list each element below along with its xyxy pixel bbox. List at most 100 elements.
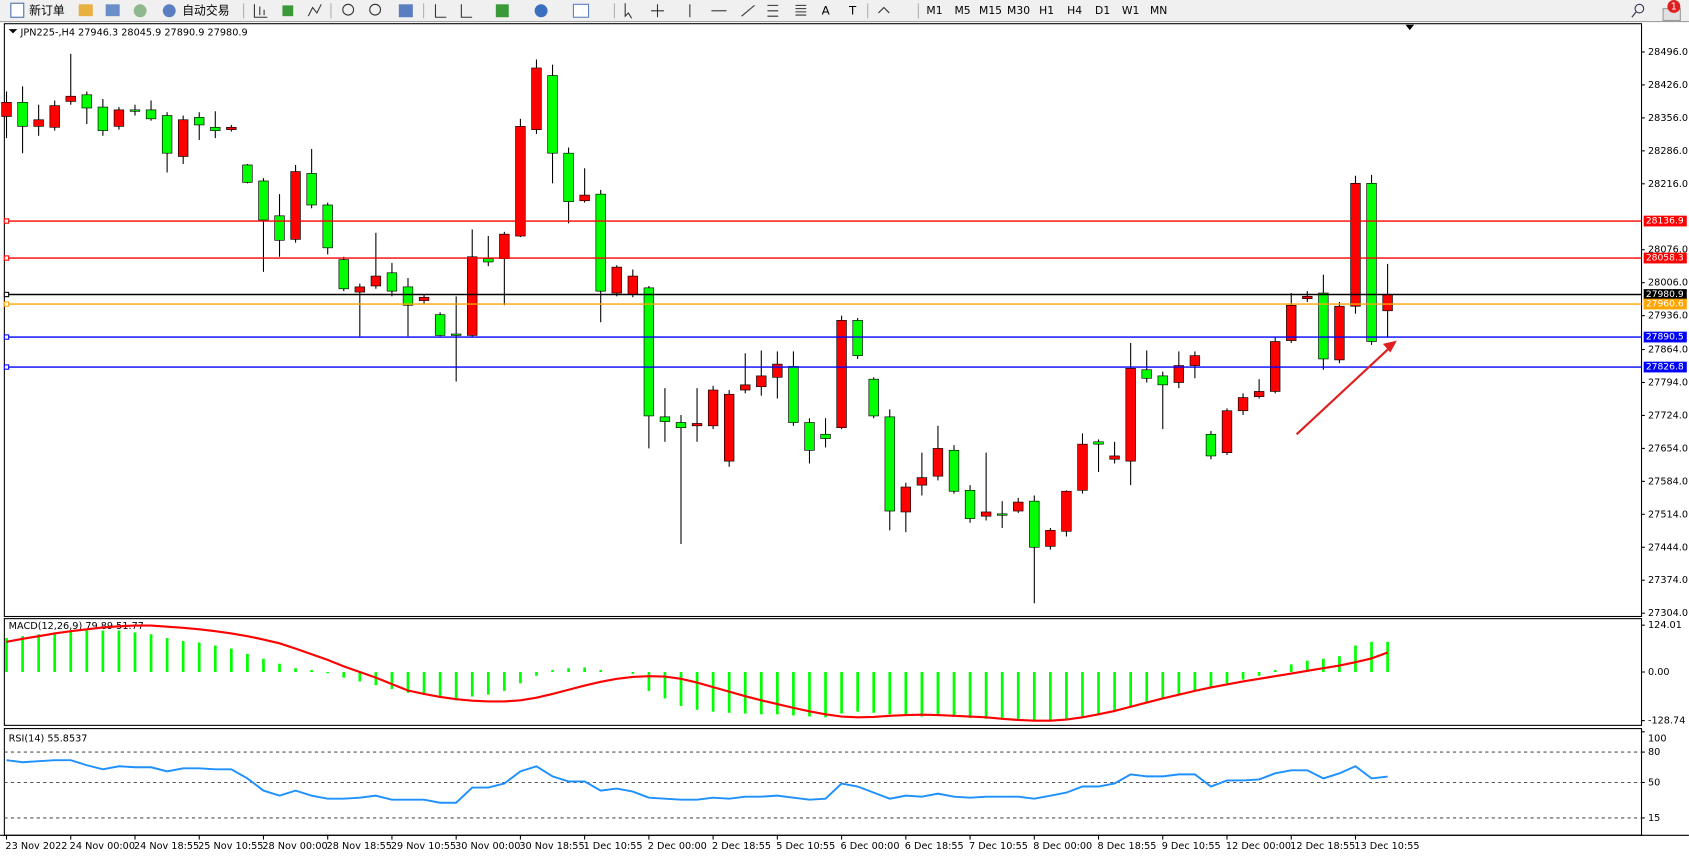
timeframe-button[interactable]: W1	[1122, 4, 1140, 17]
candle-body	[852, 320, 863, 356]
y-tick-label: 28426.0	[1648, 80, 1688, 91]
level-label: 27890.5	[1646, 332, 1684, 343]
timeframe-button[interactable]: M5	[954, 4, 970, 17]
candle-body	[242, 164, 253, 183]
candle-body	[916, 477, 928, 486]
candle-body	[997, 513, 1008, 516]
candle-body	[1350, 183, 1361, 307]
symbol-menu-arrow[interactable]	[8, 29, 18, 34]
tool-label[interactable]: A	[822, 3, 830, 17]
arrows-icon[interactable]	[878, 6, 890, 14]
y-tick-label: 27724.0	[1648, 410, 1688, 421]
zoom-in-icon[interactable]	[342, 3, 355, 16]
y-tick-label: 27864.0	[1648, 345, 1688, 356]
candle-body	[1077, 443, 1088, 491]
rsi-value: 55.8537	[47, 733, 87, 744]
channel-icon[interactable]	[767, 4, 779, 17]
time-label: 8 Dec 00:00	[1033, 841, 1092, 852]
candle-body	[579, 194, 590, 202]
y-tick-label: -128.74	[1648, 716, 1685, 727]
timeframe-button[interactable]: MN	[1150, 4, 1167, 17]
candle-body	[1334, 305, 1345, 361]
icon[interactable]	[105, 4, 120, 17]
tile-icon[interactable]	[398, 4, 413, 18]
candle-body	[177, 119, 189, 157]
y-tick-label: 27794.0	[1648, 377, 1688, 388]
periods-icon[interactable]	[534, 4, 548, 18]
timeframe-button[interactable]: M1	[926, 4, 942, 17]
cursor-icon[interactable]	[624, 3, 633, 19]
time-label: 23 Nov 2022	[5, 841, 67, 852]
badge-count: 1	[1671, 1, 1677, 12]
candle-body	[467, 256, 478, 336]
candle-body	[1061, 490, 1072, 532]
y-tick-label: 80	[1648, 747, 1660, 758]
fibo-icon[interactable]	[795, 4, 807, 16]
y-tick-label: 28006.0	[1648, 278, 1688, 289]
candle-body	[194, 117, 205, 126]
y-tick-label: 27374.0	[1648, 575, 1688, 586]
timeframe-button[interactable]: H1	[1039, 4, 1054, 17]
candle-body	[643, 287, 655, 417]
timeframe-button[interactable]: H4	[1067, 4, 1082, 17]
auto-trading-button[interactable]: 自动交易	[162, 3, 230, 18]
candle-body	[756, 375, 767, 388]
candle-body	[226, 126, 237, 130]
level-label-bg	[1643, 331, 1687, 343]
candle-body	[370, 275, 382, 287]
time-label: 7 Dec 10:55	[969, 841, 1028, 852]
candle-body	[740, 384, 751, 391]
indicators-icon[interactable]	[495, 4, 509, 18]
y-tick-label: 0.00	[1648, 667, 1670, 678]
annotation-arrow	[1295, 346, 1392, 436]
candle-body	[1141, 369, 1152, 379]
icon[interactable]	[78, 4, 93, 17]
candle-body	[595, 193, 606, 292]
indicator-name: RSI(14)	[9, 733, 45, 744]
candle-body	[707, 389, 719, 427]
scroll-icon[interactable]	[434, 4, 447, 18]
time-label: 6 Dec 18:55	[905, 841, 964, 852]
icon	[162, 4, 176, 18]
macd-signal	[6, 624, 1388, 722]
level-label-bg	[1643, 298, 1687, 310]
time-label: 25 Nov 10:55	[198, 841, 263, 852]
candle-body	[338, 259, 349, 290]
new-order-button[interactable]: 新订单	[10, 2, 65, 18]
candle-body	[1286, 304, 1297, 341]
candle-body	[1, 102, 12, 117]
trendline-icon[interactable]	[741, 4, 755, 17]
bar-chart-icon[interactable]	[253, 4, 268, 18]
time-label: 2 Dec 18:55	[712, 841, 771, 852]
low-value: 27890.9	[164, 27, 204, 38]
candle-body	[1029, 500, 1040, 548]
notification-badge[interactable]: 1	[1662, 0, 1681, 22]
toolbar-bg	[0, 0, 1689, 22]
candle-body	[210, 126, 221, 131]
y-tick-label: 28356.0	[1648, 113, 1688, 124]
time-label: 30 Nov 00:00	[455, 841, 520, 852]
tool-label[interactable]: T	[848, 3, 857, 17]
icon[interactable]	[133, 4, 147, 18]
timeframe-button[interactable]: M30	[1007, 4, 1030, 17]
time-label: 9 Dec 10:55	[1162, 841, 1221, 852]
level-marker	[3, 291, 10, 298]
shift-icon[interactable]	[460, 4, 473, 18]
y-tick-label: 124.01	[1648, 620, 1682, 631]
candle-icon[interactable]	[282, 5, 294, 17]
timeframe-button[interactable]: D1	[1095, 4, 1110, 17]
candle-body	[483, 258, 494, 263]
time-label: 29 Nov 10:55	[391, 841, 456, 852]
line-chart-icon[interactable]	[307, 4, 322, 17]
candle-body	[900, 486, 911, 513]
y-tick-label: 28286.0	[1648, 146, 1688, 157]
candle-body	[836, 320, 847, 429]
candle-body	[659, 416, 671, 422]
zoom-out-icon[interactable]	[369, 3, 382, 16]
timeframe-button[interactable]: M15	[979, 4, 1002, 17]
candle-body	[1173, 365, 1185, 383]
templates-icon[interactable]	[572, 3, 590, 18]
search-icon[interactable]	[1634, 3, 1645, 14]
crosshair-icon[interactable]	[651, 4, 664, 18]
